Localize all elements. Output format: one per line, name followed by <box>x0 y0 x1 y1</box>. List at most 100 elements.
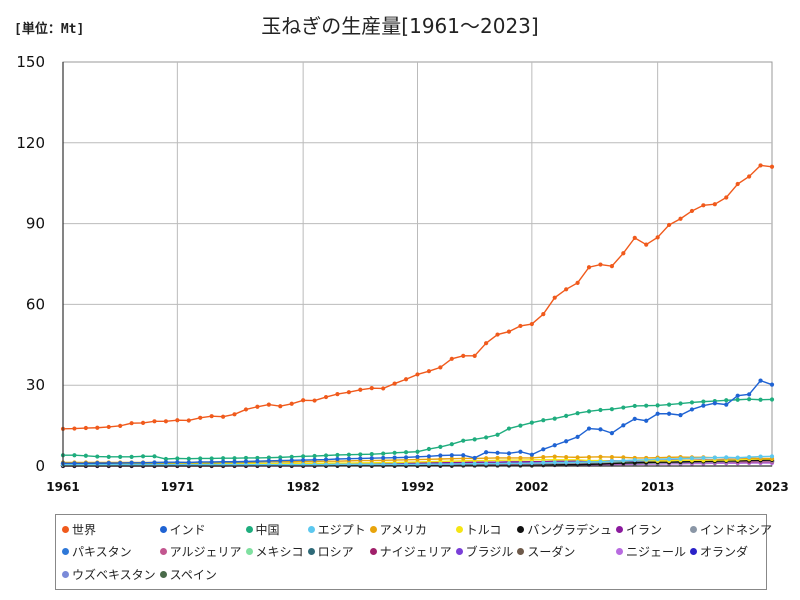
data-point <box>701 203 706 208</box>
data-point <box>701 455 706 461</box>
data-point <box>438 456 443 462</box>
data-point <box>564 439 569 444</box>
legend-item: ナイジェリア <box>369 541 452 562</box>
x-tick-label: 1992 <box>401 480 434 494</box>
legend-marker <box>517 548 525 556</box>
legend-label: ニジェール <box>625 545 686 560</box>
legend-label: スーダン <box>527 545 576 560</box>
data-point <box>552 443 557 448</box>
series-e4b896e7958c <box>60 163 775 431</box>
data-point <box>472 455 477 461</box>
data-point <box>575 455 580 460</box>
legend-item: ロシア <box>307 541 366 562</box>
data-point <box>564 287 569 292</box>
data-point <box>724 195 729 200</box>
data-point <box>278 404 283 409</box>
data-point <box>586 426 592 431</box>
legend-marker <box>615 548 623 556</box>
data-point <box>529 321 534 327</box>
data-point <box>484 341 489 346</box>
data-point <box>152 454 157 459</box>
data-point <box>289 454 294 459</box>
data-point <box>506 455 512 461</box>
y-tick-label: 30 <box>26 376 45 394</box>
data-point <box>175 456 180 461</box>
data-point <box>369 456 374 461</box>
legend-marker <box>615 526 623 534</box>
data-point <box>518 423 523 428</box>
data-point <box>232 412 237 417</box>
data-point <box>83 453 88 458</box>
data-point <box>586 409 592 414</box>
data-point <box>666 402 672 407</box>
data-point <box>541 455 546 460</box>
data-point <box>95 425 100 430</box>
legend-item: パキスタン <box>62 541 156 562</box>
legend-label: パキスタン <box>72 545 132 560</box>
legend-label: スペイン <box>169 567 217 582</box>
data-point <box>358 387 363 392</box>
axes: 0 30 60 90 120 150 1961 1971 1982 1992 2002 2013 202… <box>16 53 788 494</box>
data-point <box>221 456 226 461</box>
data-point <box>106 454 111 459</box>
legend-item: インド <box>159 519 242 540</box>
data-point <box>198 456 203 461</box>
data-point <box>769 382 775 387</box>
data-point <box>598 262 603 267</box>
legend-label: エジプト <box>317 523 366 538</box>
data-point <box>221 459 226 464</box>
data-point <box>438 462 443 467</box>
data-point <box>461 353 466 358</box>
data-point <box>724 455 729 460</box>
data-point <box>758 454 763 459</box>
data-point <box>632 235 637 240</box>
data-point <box>426 369 432 374</box>
data-point <box>461 456 466 461</box>
data-point <box>403 455 409 460</box>
data-point <box>552 460 557 465</box>
data-point <box>118 454 123 459</box>
data-point <box>426 457 432 462</box>
legend-item: バングラデシュ <box>517 519 612 540</box>
data-point <box>312 398 317 403</box>
data-point <box>381 386 386 391</box>
legend-label: 中国 <box>255 523 280 538</box>
data-point <box>255 459 260 464</box>
data-point <box>632 403 637 409</box>
data-point <box>461 461 466 466</box>
x-tick-label: 1982 <box>286 480 319 494</box>
data-point <box>484 461 489 466</box>
data-point <box>323 453 329 458</box>
data-point <box>289 401 294 406</box>
data-point <box>758 378 763 383</box>
data-point <box>198 415 203 420</box>
x-tick-label: 1971 <box>161 480 194 494</box>
data-point <box>769 397 775 402</box>
data-point <box>518 449 523 454</box>
data-point <box>747 397 752 402</box>
data-point <box>598 459 603 464</box>
data-point <box>118 460 123 466</box>
data-point <box>198 459 203 465</box>
legend-item: インドネシア <box>689 519 772 540</box>
data-point <box>518 455 523 461</box>
data-point <box>621 251 626 256</box>
legend-item: イラン <box>615 519 686 540</box>
data-point <box>586 455 592 460</box>
data-point <box>175 418 180 423</box>
data-point <box>678 413 683 418</box>
legend-item: オランダ <box>689 541 772 562</box>
data-point <box>95 460 100 466</box>
legend-marker <box>62 526 69 534</box>
data-point <box>609 431 615 436</box>
data-point <box>243 459 249 464</box>
data-point <box>586 459 592 465</box>
data-point <box>106 424 111 430</box>
data-point <box>735 393 740 398</box>
data-point <box>152 460 157 465</box>
data-point <box>541 447 546 452</box>
y-tick-label: 120 <box>16 134 45 152</box>
data-point <box>575 434 580 440</box>
data-point <box>232 459 237 464</box>
data-point <box>243 407 249 412</box>
